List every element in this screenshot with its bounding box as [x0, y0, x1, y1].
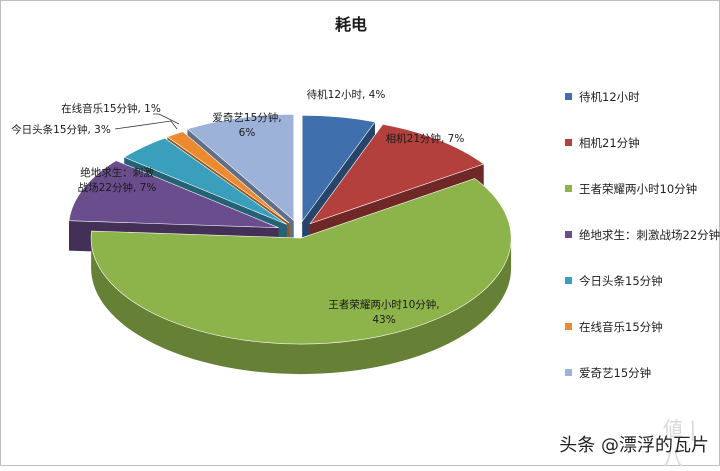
legend-label: 爱奇艺15分钟	[579, 366, 652, 380]
data-label: 绝地求生：刺激战场22分钟, 7%	[78, 166, 157, 194]
legend-swatch	[565, 139, 572, 146]
legend-item: 今日头条15分钟	[565, 273, 715, 319]
legend-item: 王者荣耀两小时10分钟	[565, 181, 715, 227]
pie-slice-side	[91, 238, 512, 375]
pie-slice-top	[301, 115, 376, 223]
pie-slice-top	[123, 137, 287, 225]
legend-label: 王者荣耀两小时10分钟	[579, 182, 698, 196]
watermark-text: 头条 @漂浮的瓦片	[559, 435, 709, 456]
legend-swatch	[565, 231, 572, 238]
legend-swatch	[565, 277, 572, 284]
data-label: 待机12小时, 4%	[307, 88, 386, 101]
data-label: 今日头条15分钟, 3%	[11, 123, 111, 136]
pie-slice-top	[68, 160, 279, 228]
legend-swatch	[565, 369, 572, 376]
legend-swatch	[565, 185, 572, 192]
legend-label: 今日头条15分钟	[579, 274, 663, 288]
legend-label: 在线音乐15分钟	[579, 320, 663, 334]
pie-chart: 待机12小时, 4% 相机21分钟, 7% 王者荣耀两小时10分钟, 43% 绝地求生：…	[11, 88, 512, 375]
leader-line	[153, 113, 180, 125]
legend: 待机12小时 相机21分钟王者荣耀两小时10分钟绝地求生：刺激战场22分钟 今日头条…	[565, 89, 720, 411]
legend-label: 绝地求生：刺激战场22分钟	[579, 228, 720, 242]
watermark-logo: 値 | 八	[663, 417, 697, 470]
pie-slice	[90, 178, 512, 375]
data-label: 爱奇艺15分钟, 6%	[212, 111, 281, 139]
legend-item: 爱奇艺15分钟	[565, 365, 715, 411]
leader-line	[114, 120, 178, 130]
pie-slice-top	[166, 131, 290, 224]
pie-slice-top	[186, 114, 295, 221]
data-labels: 待机12小时, 4% 相机21分钟, 7% 王者荣耀两小时10分钟, 43% 绝地求生：…	[11, 88, 464, 326]
legend-swatch	[565, 93, 572, 100]
legend-item: 待机12小时	[565, 89, 715, 135]
legend-label: 待机12小时	[579, 90, 640, 104]
legend-swatch	[565, 323, 572, 330]
legend-item: 相机21分钟	[565, 135, 715, 181]
pie-slices	[68, 114, 512, 375]
legend-item: 绝地求生：刺激战场22分钟	[565, 227, 720, 273]
data-label: 相机21分钟, 7%	[386, 132, 465, 145]
data-label: 在线音乐15分钟, 1%	[61, 102, 161, 115]
legend-label: 相机21分钟	[579, 136, 640, 150]
data-label: 王者荣耀两小时10分钟, 43%	[328, 298, 439, 326]
pie-slice-top	[309, 123, 485, 225]
pie-slice-top	[90, 178, 512, 345]
chart-title: 耗电	[334, 15, 367, 34]
legend-item: 在线音乐15分钟	[565, 319, 715, 365]
